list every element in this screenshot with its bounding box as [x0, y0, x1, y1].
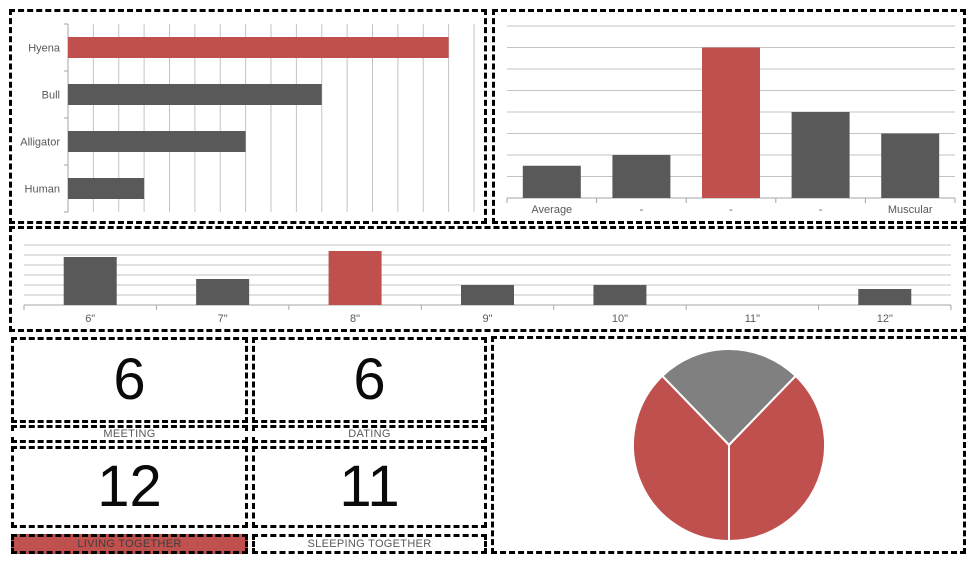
- axis-label-blank: -: [729, 204, 733, 216]
- bar-12: [858, 289, 912, 305]
- bar-6: [63, 257, 117, 305]
- axis-label-bull: Bull: [42, 90, 60, 102]
- axis-label-11: 11": [745, 313, 760, 325]
- stat-label-sleeping-together: SLEEPING TOGETHER: [252, 534, 487, 554]
- panel-relationship-pie-chart: [491, 336, 966, 554]
- axis-label-alligator: Alligator: [20, 137, 60, 149]
- axis-label-muscular: Muscular: [888, 204, 933, 216]
- bar-human: [68, 178, 145, 199]
- axis-label-8: 8": [350, 313, 360, 325]
- stat-box-sleeping-together: 11: [252, 446, 487, 528]
- axis-label-9: 9": [482, 313, 492, 325]
- axis-label-7: 7": [218, 313, 228, 325]
- bar-7: [196, 279, 250, 305]
- bar-bull: [68, 84, 322, 105]
- stat-label-meeting: MEETING: [11, 425, 248, 443]
- axis-label-hyena: Hyena: [28, 43, 61, 55]
- axis-label-blank: -: [640, 204, 644, 216]
- panel-build-bar-chart: Average - - - Muscular: [492, 9, 966, 224]
- panel-species-bar-chart: Hyena Bull Alligator Human: [9, 9, 487, 224]
- axis-label-12: 12": [877, 313, 893, 325]
- sleeping-together-count: 11: [339, 454, 400, 519]
- pie-red-slice-right: [728, 374, 826, 542]
- bar-blank: [612, 155, 671, 198]
- stat-box-meeting: 6: [11, 337, 248, 423]
- axis-label-10: 10": [612, 313, 628, 325]
- bar-blank: [702, 47, 760, 198]
- stat-box-living-together: 12: [11, 446, 248, 528]
- bar-9: [461, 285, 514, 305]
- pie-gray-slice-top: [661, 348, 797, 446]
- bar-8: [328, 251, 382, 305]
- axis-label-6: 6": [85, 313, 95, 325]
- stat-box-dating: 6: [252, 337, 487, 423]
- build-bar-chart: Average - - - Muscular: [506, 25, 956, 216]
- axis-label-average: Average: [531, 204, 572, 216]
- dating-count: 6: [353, 347, 386, 412]
- bar-muscular: [881, 133, 940, 198]
- stat-label-living-together: LIVING TOGETHER: [11, 534, 248, 554]
- sleeping-together-label: SLEEPING TOGETHER: [307, 538, 432, 550]
- bar-10: [593, 285, 647, 305]
- dating-label: DATING: [348, 428, 391, 440]
- bar-blank: [791, 112, 850, 198]
- stat-label-dating: DATING: [252, 425, 487, 443]
- pie-red-slice-left: [632, 374, 730, 542]
- bar-alligator: [68, 131, 246, 152]
- relationship-pie-chart: [632, 348, 826, 542]
- panel-length-bar-chart: 6" 7" 8" 9" 10" 11" 12": [9, 226, 966, 332]
- living-together-label: LIVING TOGETHER: [77, 538, 182, 550]
- axis-label-blank: -: [819, 204, 823, 216]
- meeting-count: 6: [113, 347, 146, 412]
- axis-label-human: Human: [25, 184, 60, 196]
- species-bar-chart: Hyena Bull Alligator Human: [20, 23, 475, 213]
- bar-average: [522, 165, 581, 198]
- length-bar-chart: 6" 7" 8" 9" 10" 11" 12": [23, 244, 952, 325]
- bar-hyena: [68, 37, 449, 58]
- meeting-label: MEETING: [103, 428, 156, 440]
- living-together-count: 12: [97, 454, 162, 519]
